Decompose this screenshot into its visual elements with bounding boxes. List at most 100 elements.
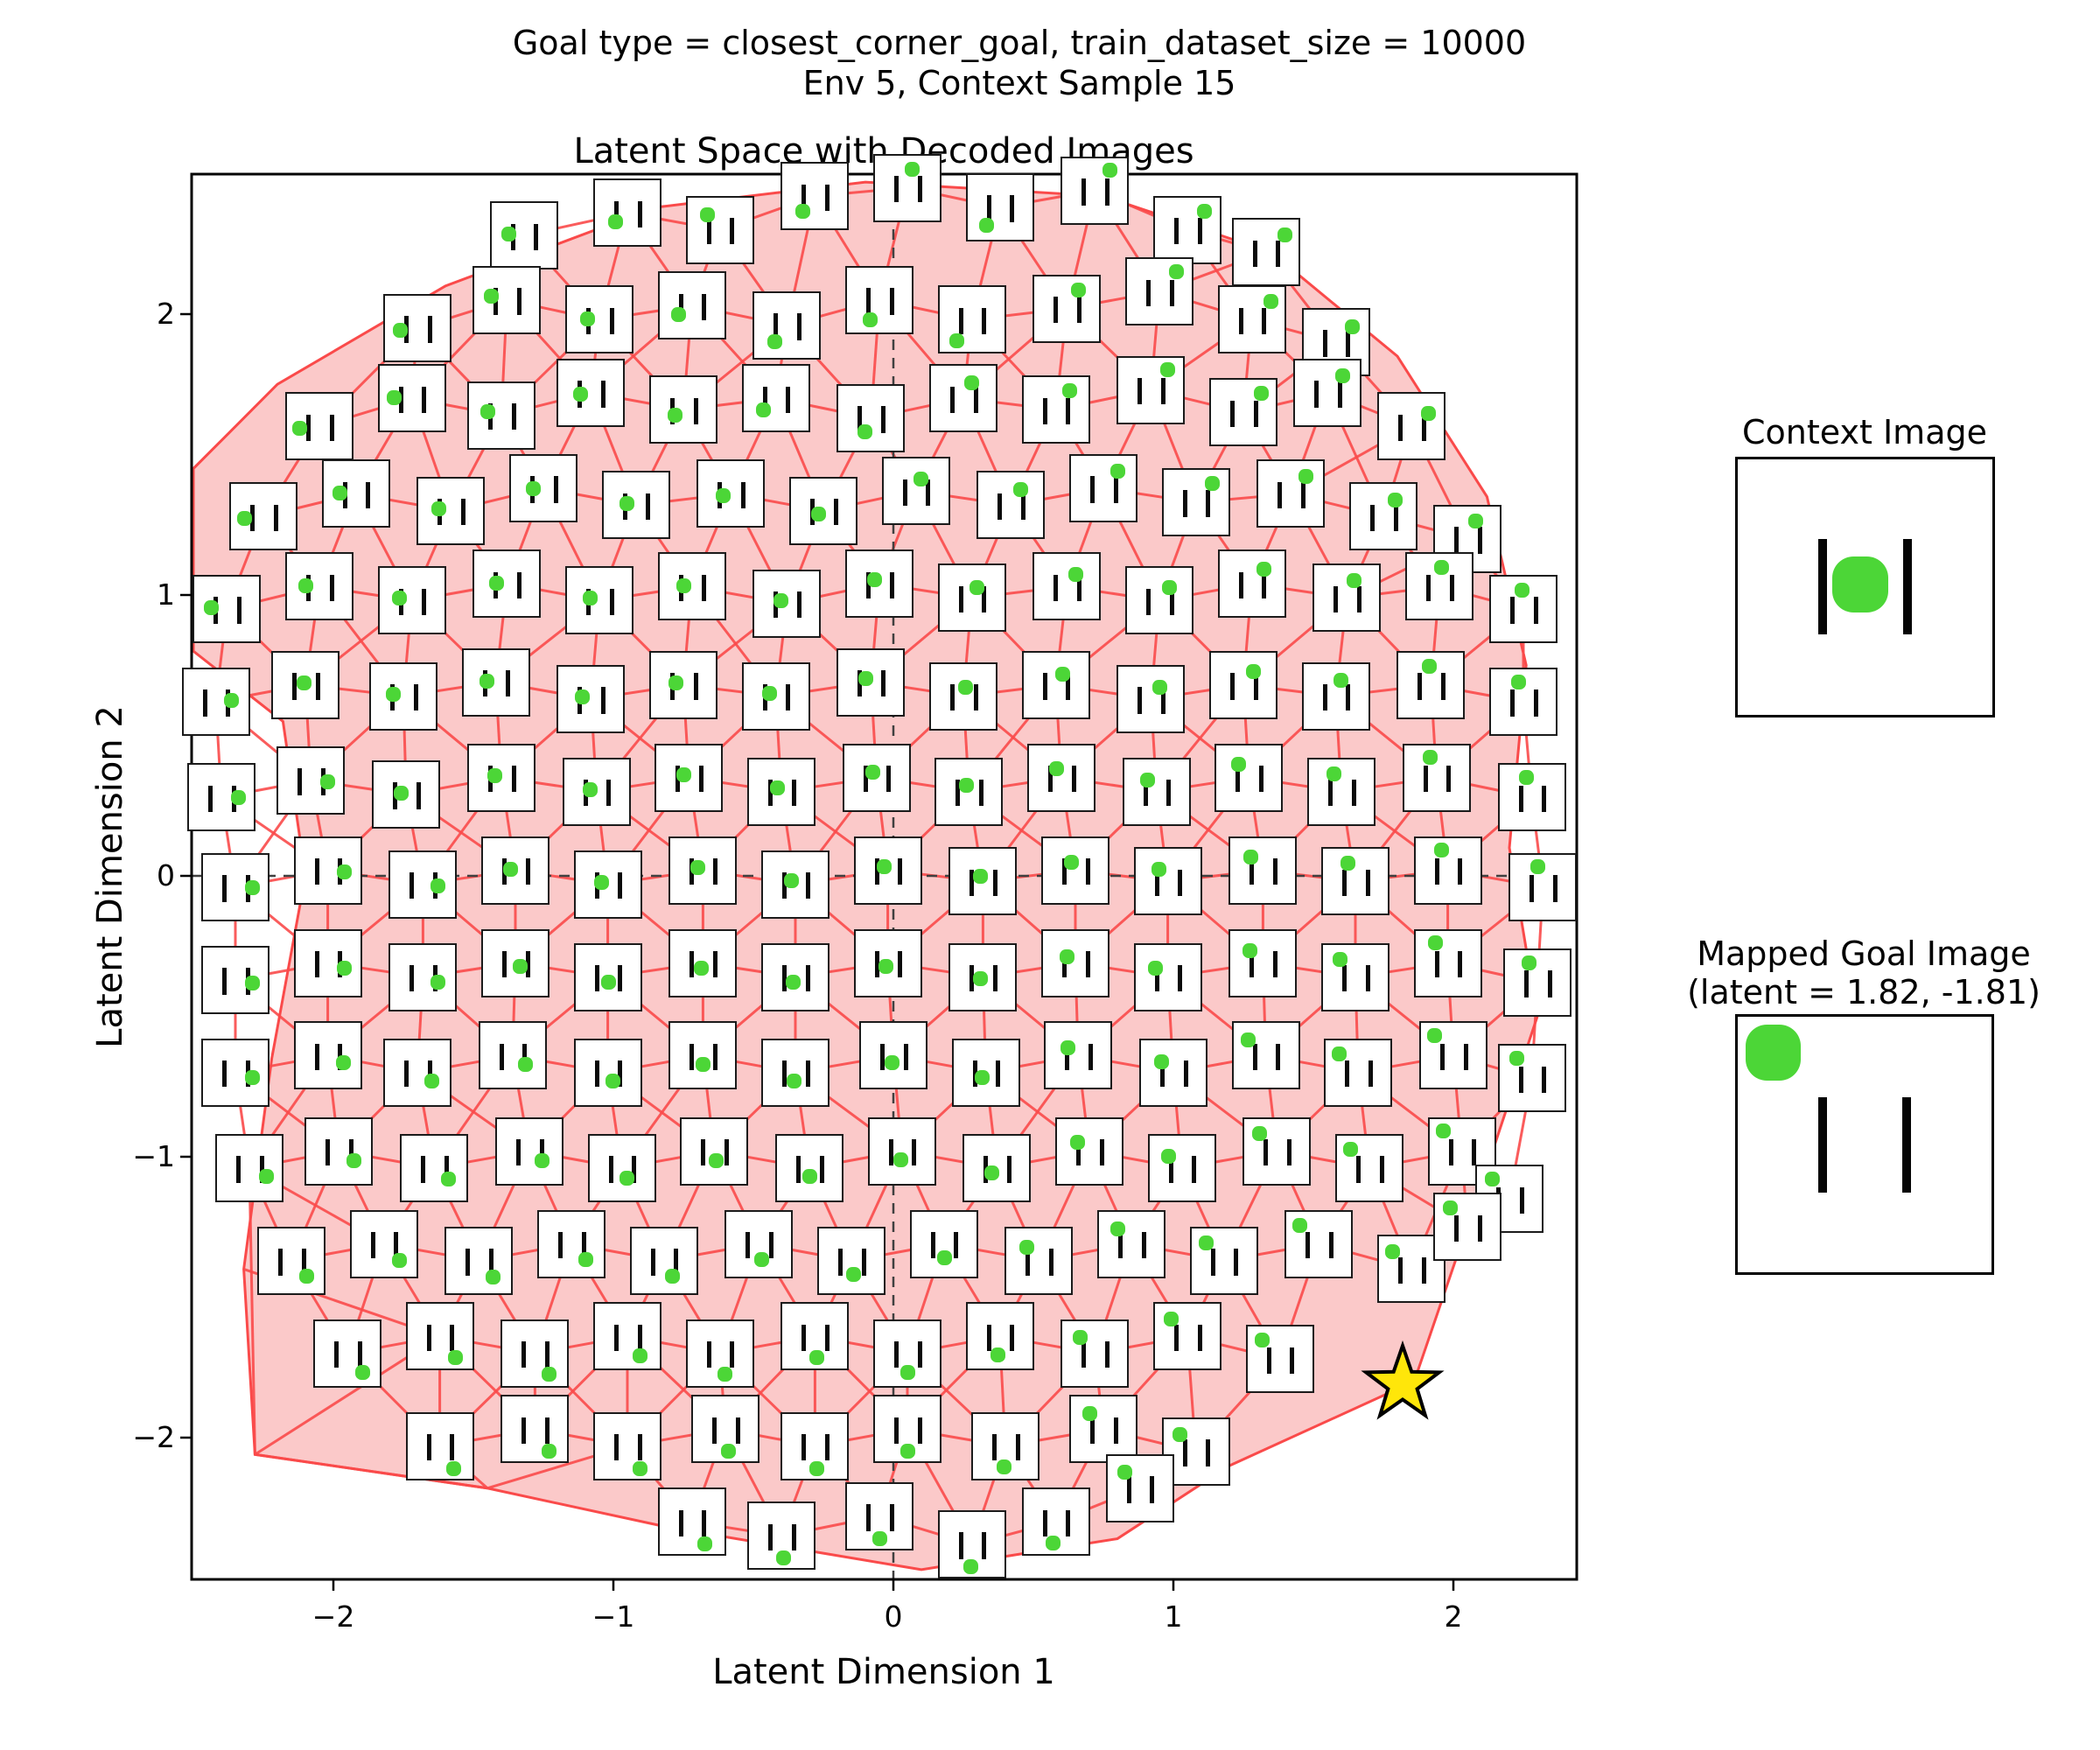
goalpost-bar — [674, 1249, 679, 1276]
agent-dot — [1435, 1124, 1451, 1139]
goalpost-bar — [874, 858, 879, 886]
agent-dot — [391, 1253, 407, 1269]
agent-dot — [1068, 567, 1083, 583]
goalpost-bar — [1076, 574, 1082, 602]
agent-dot — [487, 768, 503, 784]
goalpost-bar — [1250, 858, 1255, 886]
goalpost-bar — [1818, 539, 1828, 634]
goalpost-bar — [1510, 690, 1516, 717]
star-shape — [1361, 1340, 1446, 1420]
goalpost-bar — [1434, 858, 1439, 886]
decoded-image-thumbnail — [1321, 847, 1390, 916]
agent-dot — [962, 1558, 978, 1574]
goalpost-bar — [1062, 858, 1068, 886]
decoded-image-thumbnail — [668, 836, 738, 905]
agent-dot — [786, 1073, 802, 1088]
goalpost-bar — [632, 1156, 637, 1183]
decoded-image-thumbnail — [845, 265, 914, 334]
decoded-image-thumbnail — [1125, 566, 1194, 635]
agent-dot — [1161, 579, 1177, 595]
agent-dot — [973, 869, 989, 885]
goalpost-bar — [930, 1231, 935, 1259]
goalpost-bar — [1015, 1434, 1020, 1461]
decoded-image-thumbnail — [780, 1302, 850, 1371]
goalpost-bar — [208, 785, 214, 812]
goalpost-bar — [1398, 414, 1404, 442]
decoded-image-thumbnail — [937, 564, 1006, 633]
goalpost-bar — [902, 479, 907, 507]
goalpost-bar — [1306, 1231, 1311, 1259]
goalpost-bar — [1278, 481, 1283, 509]
goalpost-bar — [306, 414, 312, 442]
decoded-image-thumbnail — [192, 575, 262, 644]
decoded-image-thumbnail — [1161, 468, 1230, 537]
agent-dot — [320, 774, 336, 790]
agent-dot — [667, 407, 682, 423]
agent-dot — [392, 322, 408, 338]
decoded-image-thumbnail — [1116, 355, 1186, 424]
agent-dot — [693, 960, 709, 976]
goalpost-bar — [466, 1249, 471, 1276]
goalpost-bar — [1454, 1214, 1460, 1242]
agent-dot — [1292, 1217, 1308, 1233]
agent-dot — [1256, 561, 1271, 577]
agent-dot — [355, 1365, 371, 1381]
goalpost-bar — [637, 1324, 642, 1352]
agent-dot — [1055, 667, 1071, 682]
agent-dot — [582, 781, 598, 797]
goalpost-bar — [1160, 1060, 1166, 1088]
suptitle-line1: Goal type = closest_corner_goal, train_d… — [512, 24, 1527, 62]
goalpost-bar — [1146, 279, 1152, 307]
goalpost-bar — [866, 288, 872, 315]
goalpost-bar — [394, 1231, 399, 1259]
agent-dot — [501, 226, 517, 242]
goalpost-bar — [273, 504, 278, 531]
mapped-goal-title-line2: (latent = 1.82, -1.81) — [1687, 973, 2040, 1012]
decoded-image-thumbnail — [836, 383, 906, 452]
goalpost-bar — [444, 1156, 449, 1183]
goalpost-bar — [1518, 785, 1523, 812]
goalpost-bar — [544, 1341, 550, 1368]
decoded-image-thumbnail — [948, 942, 1018, 1012]
goalpost-bar — [413, 683, 418, 711]
decoded-image-thumbnail — [1217, 550, 1286, 619]
goalpost-bar — [863, 766, 868, 793]
decoded-image-thumbnail — [377, 364, 446, 433]
agent-dot — [1013, 482, 1029, 498]
goalpost-bar — [1006, 1156, 1012, 1183]
agent-dot — [526, 480, 542, 496]
decoded-image-thumbnail — [1069, 1395, 1138, 1464]
goalpost-bar — [1082, 1341, 1087, 1368]
goalpost-bar — [516, 288, 522, 315]
goalpost-bar — [1146, 588, 1152, 616]
agent-dot — [1070, 282, 1086, 298]
decoded-image-thumbnail — [1209, 650, 1278, 719]
decoded-image-thumbnail — [780, 1411, 850, 1480]
decoded-image-thumbnail — [1242, 1116, 1312, 1186]
agent-dot — [676, 578, 692, 593]
decoded-image-thumbnail — [587, 1133, 656, 1202]
decoded-image-thumbnail — [867, 1116, 936, 1186]
goalpost-bar — [427, 316, 432, 343]
agent-dot — [1069, 1135, 1085, 1151]
agent-dot — [1442, 1200, 1458, 1216]
goalpost-bar — [460, 499, 466, 526]
goalpost-bar — [1166, 780, 1172, 807]
agent-dot — [690, 860, 706, 876]
goalpost-bar — [1099, 1138, 1104, 1166]
goalpost-bar — [606, 780, 612, 807]
goalpost-bar — [1076, 1138, 1082, 1166]
goalpost-bar — [544, 1417, 550, 1445]
goalpost-bar — [1154, 964, 1159, 992]
goalpost-bar — [1398, 1256, 1404, 1284]
goalpost-bar — [1182, 1439, 1187, 1466]
agent-dot — [485, 1270, 500, 1285]
agent-dot — [978, 218, 994, 234]
agent-dot — [900, 1444, 915, 1460]
decoded-image-thumbnail — [601, 471, 670, 540]
agent-dot — [299, 1268, 315, 1284]
agent-dot — [1110, 1221, 1126, 1236]
goalpost-bar — [357, 1341, 362, 1368]
goalpost-bar — [768, 1523, 774, 1551]
agent-dot — [670, 306, 686, 322]
